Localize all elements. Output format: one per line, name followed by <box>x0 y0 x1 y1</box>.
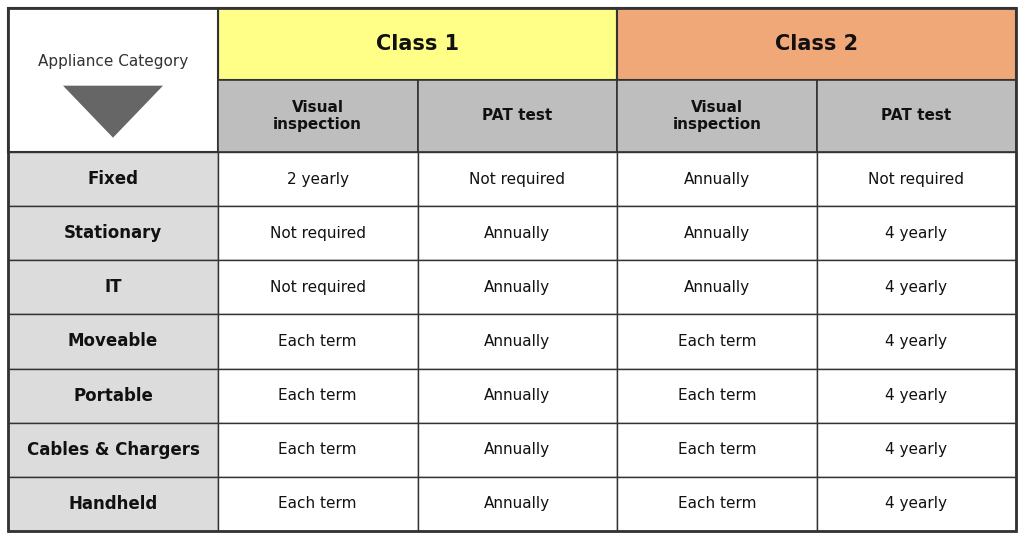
Bar <box>418 260 617 314</box>
Text: Moveable: Moveable <box>68 333 158 350</box>
Bar <box>418 206 617 260</box>
Bar <box>8 260 218 314</box>
Bar <box>8 314 218 369</box>
Bar <box>617 206 816 260</box>
Bar <box>418 477 617 531</box>
Text: Annually: Annually <box>484 496 550 512</box>
Text: Annually: Annually <box>484 280 550 295</box>
Text: Not required: Not required <box>469 171 565 186</box>
Bar <box>617 152 816 206</box>
Text: 4 yearly: 4 yearly <box>886 496 947 512</box>
Text: Annually: Annually <box>684 280 750 295</box>
Text: 4 yearly: 4 yearly <box>886 280 947 295</box>
Bar <box>218 260 418 314</box>
Text: 4 yearly: 4 yearly <box>886 334 947 349</box>
Bar <box>617 8 1016 80</box>
Text: 4 yearly: 4 yearly <box>886 226 947 241</box>
Text: PAT test: PAT test <box>482 108 552 123</box>
Bar <box>218 314 418 369</box>
Text: Not required: Not required <box>269 280 366 295</box>
Bar <box>617 314 816 369</box>
Text: Visual
inspection: Visual inspection <box>672 100 761 132</box>
Bar <box>418 80 617 152</box>
Bar <box>418 314 617 369</box>
Bar <box>8 423 218 477</box>
Text: PAT test: PAT test <box>881 108 951 123</box>
Text: Annually: Annually <box>484 334 550 349</box>
Text: Portable: Portable <box>73 386 153 405</box>
Bar <box>617 477 816 531</box>
Polygon shape <box>63 86 163 137</box>
Bar <box>218 423 418 477</box>
Bar <box>418 152 617 206</box>
Text: 4 yearly: 4 yearly <box>886 388 947 403</box>
Text: Visual
inspection: Visual inspection <box>273 100 362 132</box>
Bar <box>418 423 617 477</box>
Text: Each term: Each term <box>678 388 756 403</box>
Text: Each term: Each term <box>279 443 357 457</box>
Bar <box>816 206 1016 260</box>
Text: IT: IT <box>104 278 122 296</box>
Bar <box>218 80 418 152</box>
Text: Annually: Annually <box>684 171 750 186</box>
Text: Not required: Not required <box>269 226 366 241</box>
Bar <box>218 8 617 80</box>
Bar <box>816 423 1016 477</box>
Bar <box>617 423 816 477</box>
Text: Not required: Not required <box>868 171 965 186</box>
Text: Class 1: Class 1 <box>376 34 459 54</box>
Bar <box>218 206 418 260</box>
Text: Each term: Each term <box>279 496 357 512</box>
Text: Each term: Each term <box>678 496 756 512</box>
Bar <box>816 314 1016 369</box>
Bar <box>816 152 1016 206</box>
Text: Annually: Annually <box>484 226 550 241</box>
Text: Cables & Chargers: Cables & Chargers <box>27 441 200 459</box>
Text: Fixed: Fixed <box>87 170 138 188</box>
Bar <box>218 477 418 531</box>
Text: Appliance Category: Appliance Category <box>38 54 188 69</box>
Bar <box>218 152 418 206</box>
Text: Each term: Each term <box>678 443 756 457</box>
Bar <box>816 477 1016 531</box>
Text: Stationary: Stationary <box>63 224 162 242</box>
Bar <box>418 369 617 423</box>
Text: Each term: Each term <box>279 388 357 403</box>
Text: Annually: Annually <box>684 226 750 241</box>
Bar <box>8 477 218 531</box>
Text: Each term: Each term <box>279 334 357 349</box>
Bar <box>8 369 218 423</box>
Bar <box>617 260 816 314</box>
Bar <box>218 369 418 423</box>
Text: Each term: Each term <box>678 334 756 349</box>
Bar <box>816 80 1016 152</box>
Bar <box>816 369 1016 423</box>
Text: Annually: Annually <box>484 443 550 457</box>
Text: Annually: Annually <box>484 388 550 403</box>
Bar <box>816 260 1016 314</box>
Text: 2 yearly: 2 yearly <box>287 171 349 186</box>
Bar <box>8 206 218 260</box>
Text: Class 2: Class 2 <box>775 34 858 54</box>
Bar <box>8 152 218 206</box>
Bar <box>617 369 816 423</box>
Bar <box>617 80 816 152</box>
Text: 4 yearly: 4 yearly <box>886 443 947 457</box>
Bar <box>8 8 218 152</box>
Text: Handheld: Handheld <box>69 495 158 513</box>
